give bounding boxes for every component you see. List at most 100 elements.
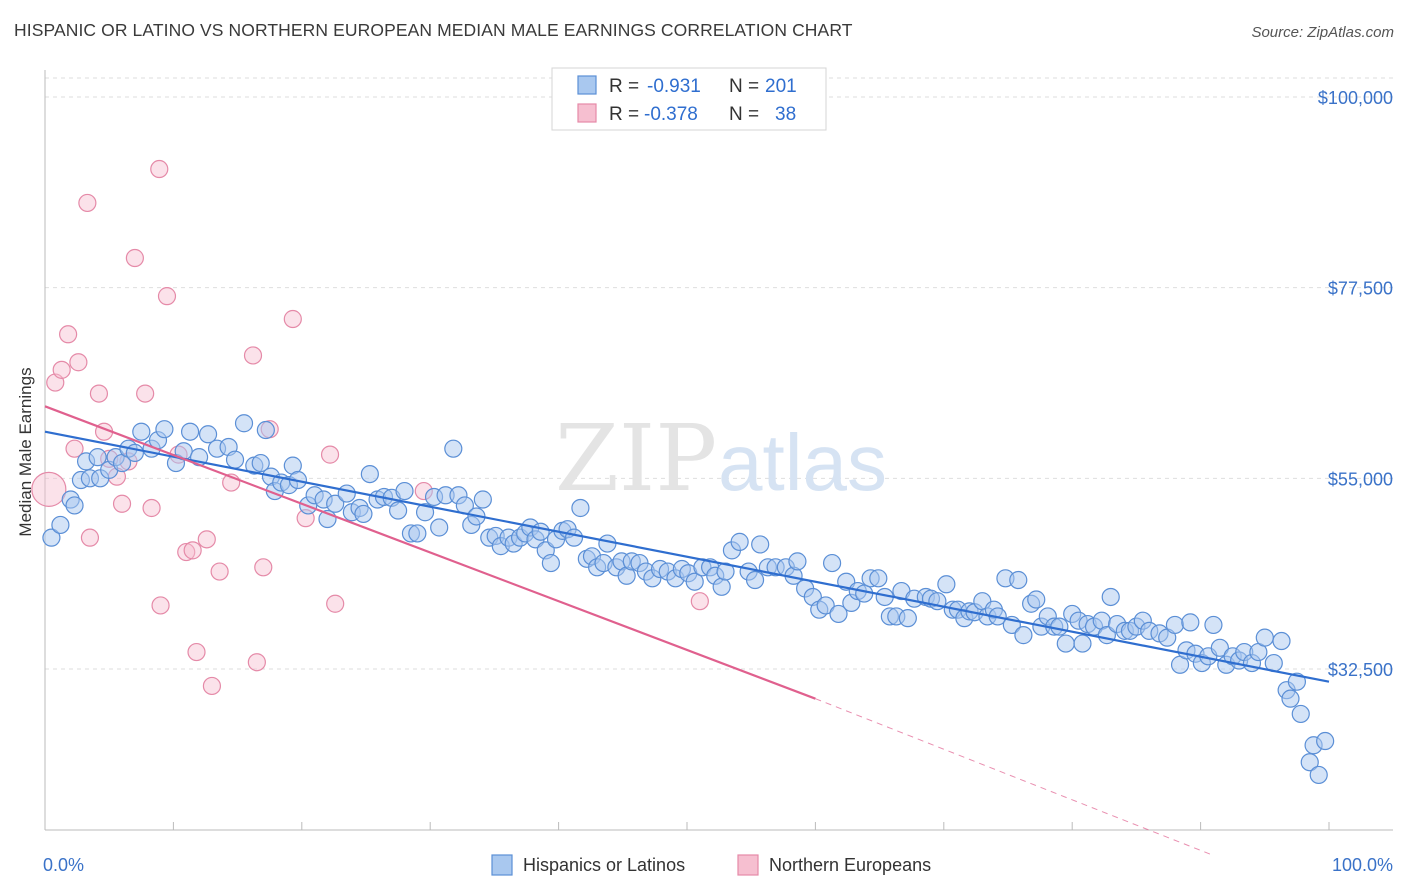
- point-hispanics-or-latinos: [444, 439, 463, 458]
- point-hispanics-or-latinos: [408, 524, 427, 543]
- point-hispanics-or-latinos: [1309, 765, 1328, 785]
- legend: Hispanics or Latinos Northern Europeans: [491, 854, 931, 876]
- legend-label-northern-europeans: Northern Europeans: [769, 855, 931, 875]
- point-northern-europeans: [136, 384, 155, 403]
- point-hispanics-or-latinos: [712, 577, 731, 596]
- point-hispanics-or-latinos: [1281, 689, 1300, 708]
- stats-swatch-pink: [577, 103, 597, 123]
- point-northern-europeans: [197, 530, 216, 549]
- point-hispanics-or-latinos: [326, 494, 345, 513]
- stats-r-value-1: -0.931: [647, 76, 701, 97]
- point-hispanics-or-latinos: [855, 584, 874, 603]
- point-hispanics-or-latinos: [1050, 617, 1069, 636]
- point-hispanics-or-latinos: [360, 464, 379, 484]
- point-northern-europeans: [151, 596, 170, 615]
- trend-line-northern-europeans-extension: [815, 698, 1214, 856]
- stats-n-label-2: N =: [729, 104, 759, 125]
- watermark-zip: ZIP: [555, 405, 717, 512]
- point-northern-europeans: [125, 248, 144, 268]
- point-hispanics-or-latinos: [1316, 731, 1335, 751]
- point-northern-europeans: [80, 528, 100, 547]
- point-hispanics-or-latinos: [1300, 753, 1319, 772]
- point-northern-europeans: [690, 592, 709, 611]
- point-northern-europeans: [187, 642, 206, 662]
- point-hispanics-or-latinos: [730, 532, 749, 551]
- point-northern-europeans: [89, 384, 109, 403]
- point-hispanics-or-latinos: [829, 604, 848, 624]
- point-hispanics-or-latinos: [1291, 704, 1310, 724]
- point-northern-europeans: [210, 562, 229, 581]
- stats-box: R = -0.931 N = 201 R = -0.378 N = 38: [551, 67, 827, 131]
- stats-n-value-1: 201: [765, 76, 797, 97]
- legend-swatch-hispanics: [491, 854, 513, 876]
- point-hispanics-or-latinos: [751, 535, 770, 554]
- point-northern-europeans: [142, 498, 161, 518]
- point-hispanics-or-latinos: [598, 534, 617, 553]
- point-northern-europeans: [112, 494, 132, 513]
- point-northern-europeans: [150, 159, 169, 179]
- x-tick-label-0: 0.0%: [43, 855, 84, 875]
- point-hispanics-or-latinos: [1027, 590, 1046, 609]
- point-northern-europeans: [283, 309, 302, 329]
- point-northern-europeans: [59, 325, 78, 344]
- y-tick-labels: $100,000 $77,500 $55,000 $32,500: [1318, 88, 1393, 680]
- y-tick-label-2: $55,000: [1328, 469, 1393, 489]
- point-hispanics-or-latinos: [234, 414, 254, 433]
- axes: [44, 70, 1393, 831]
- point-hispanics-or-latinos: [541, 553, 560, 573]
- stats-n-label-1: N =: [729, 76, 759, 97]
- y-tick-label-3: $32,500: [1328, 660, 1393, 680]
- point-hispanics-or-latinos: [1204, 615, 1223, 635]
- point-hispanics-or-latinos: [745, 570, 765, 590]
- point-hispanics-or-latinos: [225, 450, 245, 469]
- point-hispanics-or-latinos: [251, 453, 270, 473]
- point-hispanics-or-latinos: [564, 528, 584, 547]
- point-hispanics-or-latinos: [898, 609, 917, 628]
- point-northern-europeans: [78, 193, 97, 213]
- point-hispanics-or-latinos: [473, 490, 492, 509]
- point-hispanics-or-latinos: [65, 496, 84, 515]
- point-hispanics-or-latinos: [256, 420, 275, 440]
- point-hispanics-or-latinos: [788, 552, 807, 571]
- point-hispanics-or-latinos: [531, 522, 550, 541]
- point-hispanics-or-latinos: [937, 575, 956, 594]
- point-hispanics-or-latinos: [1255, 628, 1274, 647]
- point-hispanics-or-latinos: [1009, 570, 1028, 590]
- point-northern-europeans: [177, 542, 196, 562]
- point-hispanics-or-latinos: [354, 504, 373, 524]
- point-hispanics-or-latinos: [51, 515, 70, 535]
- point-hispanics-or-latinos: [395, 481, 414, 501]
- trend-line-hispanics-or-latinos: [44, 430, 1330, 683]
- point-northern-europeans: [65, 439, 84, 458]
- point-hispanics-or-latinos: [1014, 626, 1033, 645]
- point-northern-europeans: [243, 346, 263, 365]
- chart-title: HISPANIC OR LATINO VS NORTHERN EUROPEAN …: [14, 20, 853, 40]
- point-northern-europeans: [254, 558, 273, 577]
- point-northern-europeans: [69, 353, 88, 372]
- trend-line-northern-europeans: [44, 405, 816, 700]
- point-northern-europeans: [52, 360, 71, 379]
- watermark: ZIP atlas: [555, 405, 887, 512]
- point-hispanics-or-latinos: [716, 562, 735, 581]
- point-hispanics-or-latinos: [1181, 613, 1200, 632]
- point-hispanics-or-latinos: [1287, 672, 1307, 691]
- point-hispanics-or-latinos: [816, 596, 835, 615]
- point-hispanics-or-latinos: [571, 498, 590, 518]
- point-hispanics-or-latinos: [198, 425, 218, 444]
- point-hispanics-or-latinos: [1210, 638, 1229, 657]
- point-hispanics-or-latinos: [155, 420, 174, 439]
- point-hispanics-or-latinos: [1056, 634, 1075, 653]
- y-tick-label-0: $100,000: [1318, 88, 1393, 108]
- point-northern-europeans: [31, 471, 67, 507]
- point-hispanics-or-latinos: [88, 448, 107, 467]
- stats-n-value-2: 38: [775, 104, 796, 125]
- point-hispanics-or-latinos: [42, 528, 61, 547]
- stats-r-label-2: R =: [609, 104, 639, 125]
- point-northern-europeans: [247, 653, 266, 672]
- x-tick-labels: 0.0% 100.0%: [43, 855, 1393, 875]
- y-axis-title: Median Male Earnings: [16, 367, 35, 536]
- y-tick-label-1: $77,500: [1328, 279, 1393, 299]
- point-hispanics-or-latinos: [389, 501, 408, 520]
- point-hispanics-or-latinos: [1073, 634, 1092, 653]
